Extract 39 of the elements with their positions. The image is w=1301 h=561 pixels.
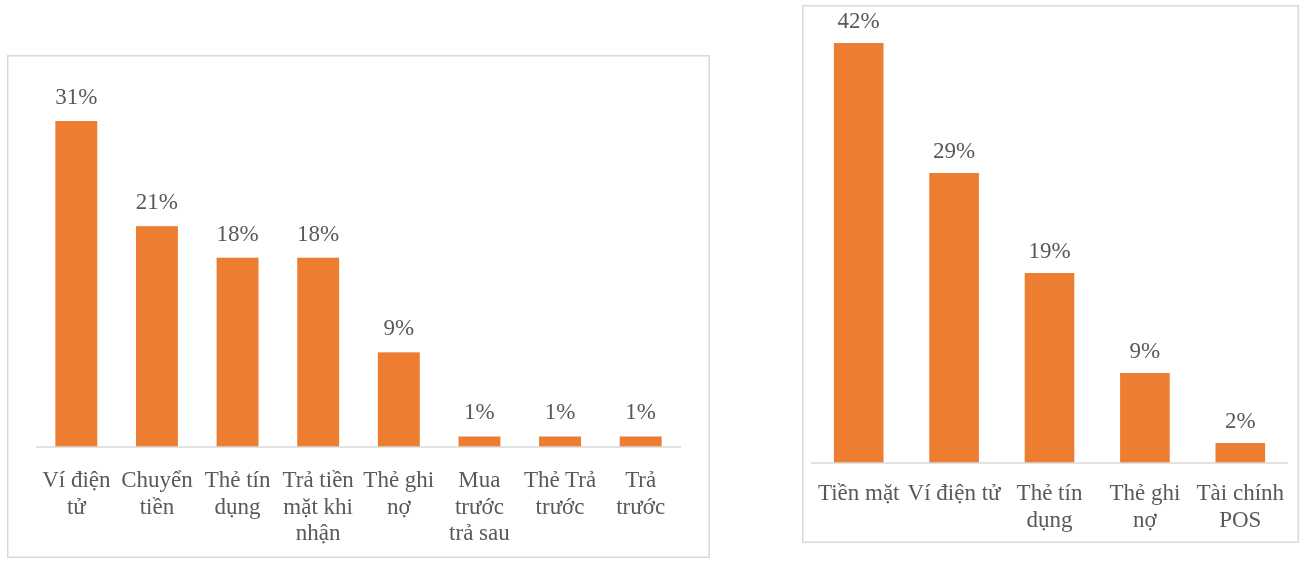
data-label: 31%: [55, 84, 98, 109]
x-tick-label: Thẻ Trả trước: [523, 467, 597, 519]
bar: [619, 436, 662, 447]
bar: [458, 436, 501, 447]
data-label: 18%: [297, 220, 340, 246]
data-label: 21%: [135, 189, 179, 215]
bar: [55, 121, 98, 447]
x-tick-label: Trả tiền mặt khi nhận: [282, 467, 355, 545]
x-tick-label: Thẻ tín dụng: [204, 467, 271, 519]
bar: [1024, 273, 1075, 463]
data-label: 1%: [544, 399, 576, 425]
bar: [1215, 443, 1266, 463]
bar: [833, 43, 884, 463]
data-label: 19%: [1028, 238, 1071, 263]
data-label: 1%: [625, 399, 657, 425]
bar: [135, 226, 178, 447]
bar: [377, 352, 420, 447]
data-label: 1%: [464, 399, 495, 425]
x-tick-label: Thẻ ghi nợ: [363, 467, 435, 519]
x-tick-label: Tài chính POS: [1196, 480, 1285, 532]
data-label: 42%: [837, 8, 880, 33]
bar: [929, 173, 979, 463]
x-tick-label: Chuyển tiền: [121, 467, 194, 519]
data-label: 9%: [383, 315, 415, 341]
data-label: 29%: [933, 138, 976, 163]
x-tick-label: Tiền mặt: [817, 480, 901, 505]
x-tick-label: Trả trước: [616, 467, 666, 519]
data-label: 18%: [216, 220, 259, 246]
bar: [216, 257, 259, 447]
bar: [297, 257, 340, 447]
x-tick-label: Ví điện tử: [907, 480, 1003, 505]
x-tick-label: Ví điện tử: [42, 467, 111, 519]
data-label: 9%: [1129, 338, 1161, 363]
x-tick-label: Thẻ ghi nợ: [1109, 480, 1181, 532]
bar: [539, 436, 582, 447]
x-tick-label: Thẻ tín dụng: [1016, 480, 1083, 532]
data-label: 2%: [1224, 408, 1256, 433]
bar: [1120, 373, 1170, 463]
x-tick-label: Mua trước trả sau: [449, 467, 511, 545]
